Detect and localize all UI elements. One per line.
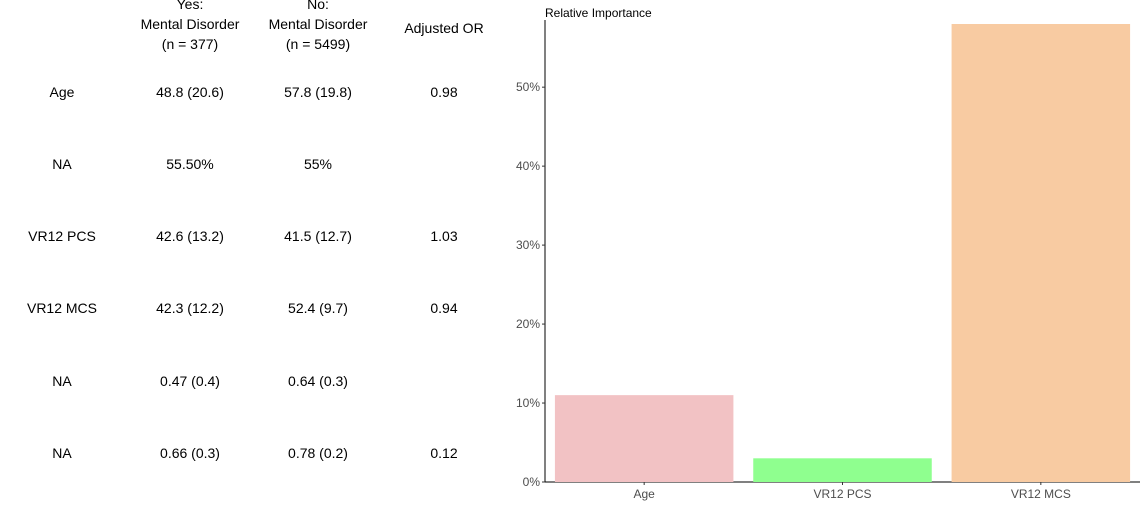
- table-cell: 41.5 (12.7): [284, 228, 352, 244]
- table-header-line: Adjusted OR: [404, 20, 484, 36]
- table-cell: 48.8 (20.6): [156, 84, 224, 100]
- table-cell: 0.12: [430, 445, 458, 461]
- y-tick-label: 40%: [516, 159, 540, 173]
- y-tick-label: 20%: [516, 317, 540, 331]
- bar-chart-svg: Relative Importance 0% 10% 20% 30% 40% 50% Age V…: [516, 6, 1140, 501]
- table-row-label: NA: [52, 445, 72, 461]
- summary-table: Yes: Mental Disorder (n = 377) No: Mental Di…: [0, 0, 520, 506]
- table-header-cell: No: Mental Disorder (n = 5499): [248, 0, 388, 54]
- table-header-cell: Yes: Mental Disorder (n = 377): [120, 0, 260, 54]
- table-row-label: NA: [52, 373, 72, 389]
- table-cell: 0.94: [430, 300, 458, 316]
- bar: [753, 458, 932, 482]
- relative-importance-chart: Relative Importance 0% 10% 20% 30% 40% 50% Age V…: [490, 0, 1146, 506]
- table-row-label: VR12 MCS: [26, 300, 98, 316]
- chart-title: Relative Importance: [545, 6, 652, 20]
- table-cell: 0.78 (0.2): [288, 445, 348, 461]
- table-header-line: Mental Disorder: [268, 16, 368, 32]
- table-cell: 57.8 (19.8): [284, 84, 352, 100]
- bar: [554, 395, 734, 482]
- y-tick-label: 50%: [516, 80, 540, 94]
- table-cell: 0.47 (0.4): [160, 373, 220, 389]
- table-cell: 0.98: [430, 84, 458, 100]
- table-cell: 1.03: [430, 228, 458, 244]
- table-cell: 0.66 (0.3): [160, 445, 220, 461]
- x-tick-label: VR12 MCS: [1011, 487, 1071, 501]
- table-row-label: VR12 PCS: [28, 228, 96, 244]
- table-header-line: (n = 377): [161, 36, 219, 52]
- x-tick-label: Age: [633, 487, 655, 501]
- table-cell: 52.4 (9.7): [288, 300, 348, 316]
- table-header-cell: Adjusted OR: [374, 18, 514, 38]
- table-cell: 42.6 (13.2): [156, 228, 224, 244]
- table-cell: 42.3 (12.2): [156, 300, 224, 316]
- table-cell: 55.50%: [166, 156, 214, 172]
- table-header-line: (n = 5499): [285, 36, 351, 52]
- x-tick-label: VR12 PCS: [813, 487, 871, 501]
- table-cell: 55%: [303, 156, 333, 172]
- bar: [951, 24, 1131, 482]
- table-header-line: No:: [307, 0, 329, 12]
- y-tick-label: 0%: [523, 475, 541, 489]
- y-tick-label: 30%: [516, 238, 540, 252]
- table-header-line: Mental Disorder: [140, 16, 240, 32]
- table-row-label: NA: [52, 156, 72, 172]
- table-header-line: Yes:: [176, 0, 204, 12]
- y-tick-label: 10%: [516, 396, 540, 410]
- table-cell: 0.64 (0.3): [288, 373, 348, 389]
- table-row-label: Age: [49, 84, 75, 100]
